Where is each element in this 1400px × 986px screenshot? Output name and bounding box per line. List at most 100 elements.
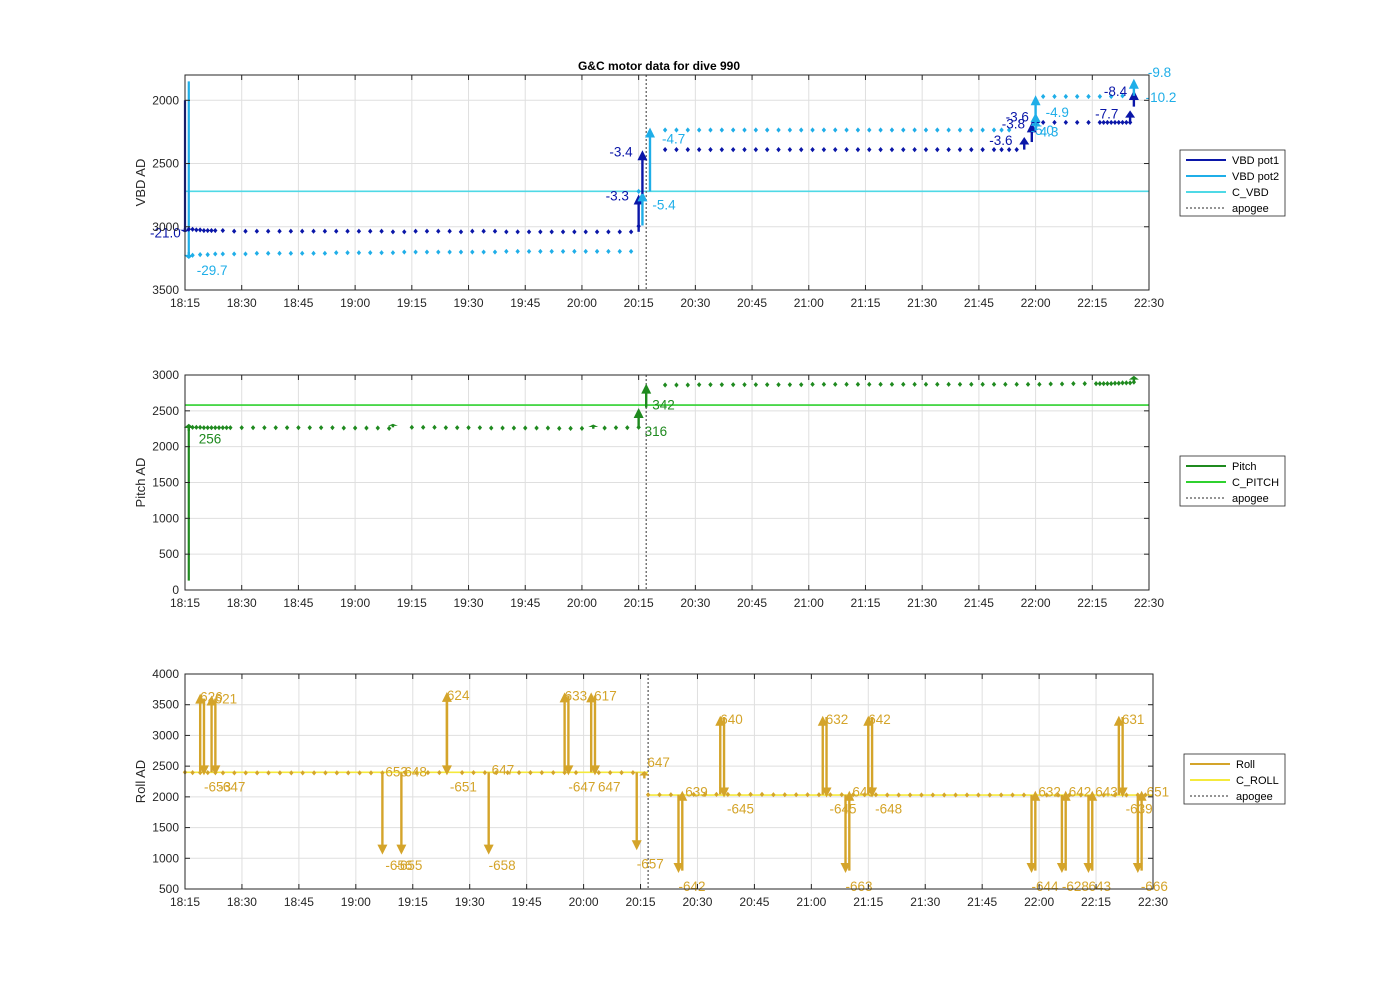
data-point (300, 770, 305, 776)
x-tick-label: 22:15 (1077, 596, 1107, 610)
data-point (299, 250, 305, 256)
y-tick-label: 2000 (152, 440, 179, 454)
arrow-label: -628 (1062, 879, 1089, 894)
change-arrow-head (1026, 122, 1037, 133)
data-point (402, 229, 407, 235)
x-tick-label: 19:15 (397, 296, 427, 310)
data-point (1124, 119, 1129, 126)
data-point (1101, 792, 1106, 798)
x-tick-label: 22:30 (1134, 596, 1164, 610)
change-arrow-head (1113, 715, 1124, 726)
data-point (923, 127, 929, 133)
data-point (504, 248, 509, 255)
data-point (889, 381, 895, 387)
data-point (776, 147, 781, 153)
data-point (776, 127, 781, 133)
data-point (969, 127, 974, 133)
change-arrow-head (715, 715, 726, 726)
x-tick-label: 18:30 (227, 596, 257, 610)
data-point (1048, 381, 1053, 387)
data-point (725, 791, 731, 797)
data-point (1093, 381, 1099, 387)
legend-label: Pitch (1232, 461, 1256, 473)
data-point (1097, 119, 1103, 126)
data-point (980, 147, 985, 153)
data-point (470, 228, 475, 234)
data-point (991, 127, 997, 133)
data-point (885, 792, 890, 798)
change-arrow-head (1019, 136, 1030, 145)
data-point (341, 425, 346, 431)
arrow-label: -653 (204, 779, 231, 794)
data-point (628, 229, 634, 235)
data-point (190, 226, 195, 232)
x-tick-label: 20:00 (567, 296, 597, 310)
data-point (220, 770, 226, 776)
arrow-label: -5.4 (652, 197, 676, 212)
data-point (901, 381, 906, 387)
data-point (386, 425, 392, 431)
data-point (504, 229, 509, 235)
data-point (1074, 93, 1080, 100)
legend-label: apogee (1232, 493, 1269, 505)
data-point (201, 227, 207, 234)
data-point (352, 425, 358, 431)
data-point (379, 250, 384, 256)
data-point (1025, 381, 1031, 387)
arrow-label: -10.2 (1146, 90, 1177, 105)
arrow-label: -5.0 (1031, 123, 1054, 138)
arrow-label: 640 (720, 712, 743, 727)
data-point (1120, 93, 1125, 99)
data-point (379, 228, 384, 234)
data-point (1044, 792, 1049, 798)
data-point (364, 425, 369, 431)
data-point (719, 147, 725, 153)
data-point (867, 147, 872, 153)
data-point (1105, 381, 1110, 387)
arrow-label: -3.4 (609, 144, 633, 159)
data-point (1021, 792, 1027, 798)
x-tick-label: 20:30 (682, 895, 712, 909)
data-point (307, 425, 312, 431)
data-point (596, 769, 601, 776)
arrow-label: -29.7 (197, 263, 228, 278)
data-point (607, 769, 613, 776)
data-point (573, 769, 579, 776)
data-point (998, 792, 1004, 798)
data-point (976, 792, 981, 798)
arrow-label: 631 (1122, 712, 1145, 727)
x-tick-label: 21:15 (850, 296, 880, 310)
data-point (964, 792, 970, 798)
data-point (549, 229, 554, 235)
data-point (1124, 380, 1129, 386)
x-tick-label: 21:30 (907, 296, 937, 310)
data-point (492, 249, 498, 255)
data-point (277, 228, 282, 234)
arrow-label: 342 (652, 398, 675, 413)
arrow-label: -644 (1032, 879, 1060, 894)
data-point (594, 248, 600, 255)
data-point (674, 382, 679, 388)
arrow-label: -663 (846, 879, 873, 894)
change-arrow-head (198, 765, 209, 776)
data-point (368, 250, 373, 256)
data-point (821, 147, 827, 153)
data-point (436, 249, 441, 255)
data-point (1112, 792, 1118, 798)
x-tick-label: 20:45 (739, 895, 769, 909)
data-point (390, 250, 396, 256)
x-tick-label: 18:45 (283, 596, 313, 610)
legend-label: Roll (1236, 759, 1255, 771)
data-point (273, 425, 278, 431)
x-tick-label: 21:15 (850, 596, 880, 610)
data-point (538, 229, 543, 235)
data-point (759, 791, 765, 797)
data-point (662, 127, 668, 133)
x-tick-label: 20:15 (624, 596, 654, 610)
x-tick-label: 19:00 (340, 596, 370, 610)
y-tick-label: 2500 (152, 404, 179, 418)
data-point (935, 147, 940, 153)
data-point (334, 770, 340, 776)
change-arrow-head (677, 790, 688, 801)
